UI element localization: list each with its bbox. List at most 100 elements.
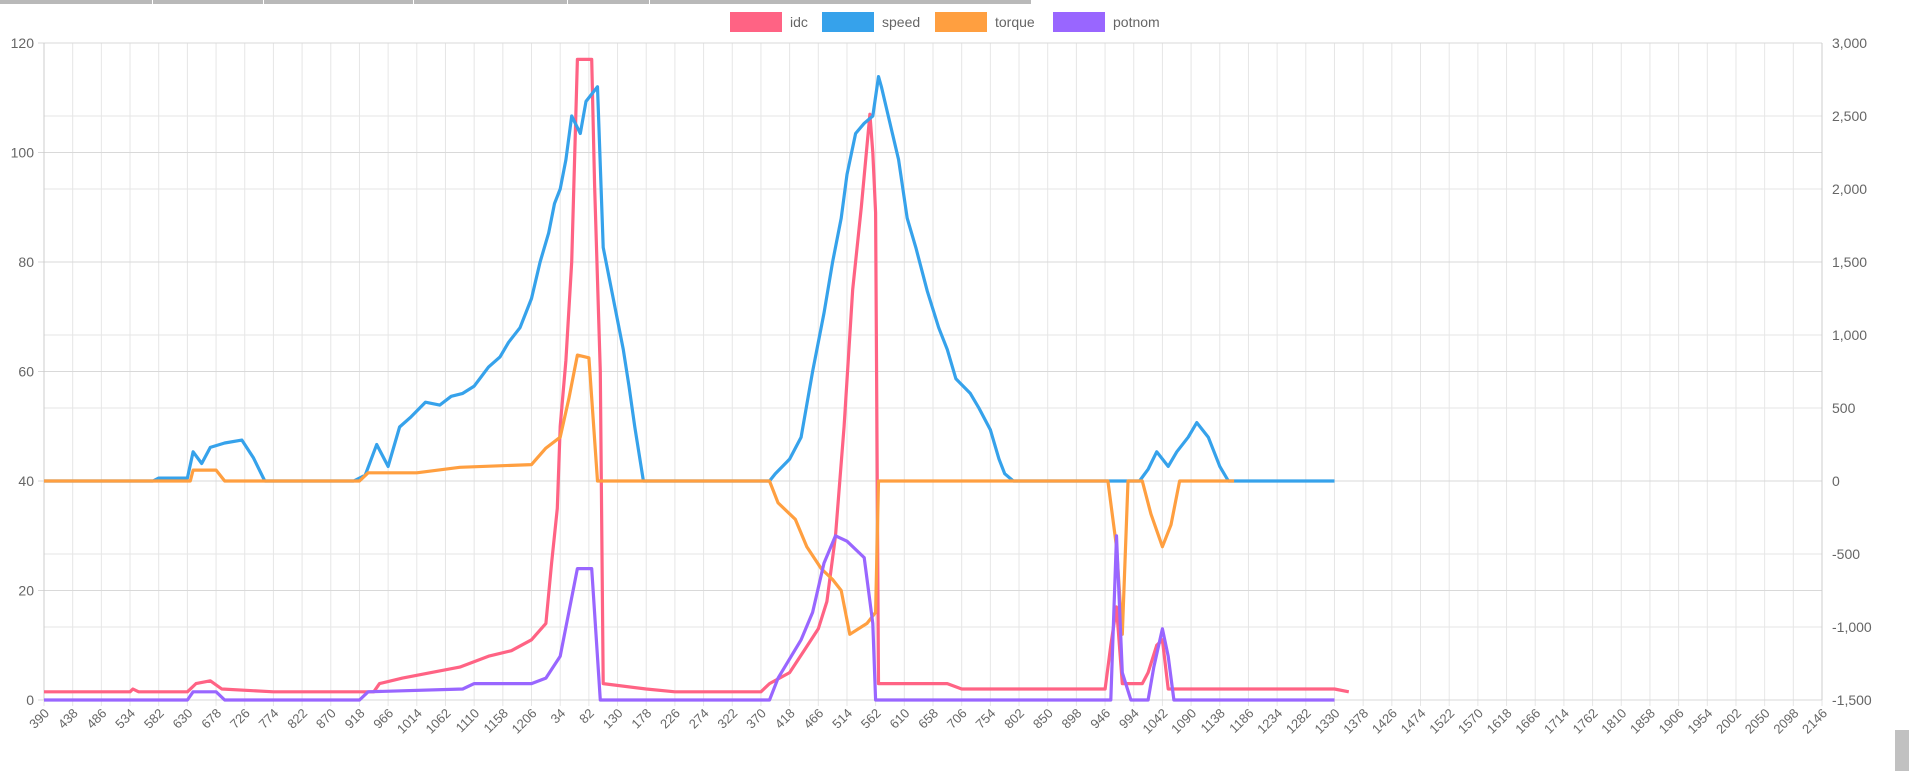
x-axis-tick-label: 658 xyxy=(915,706,941,732)
right-axis-tick-label: 0 xyxy=(1832,473,1840,489)
x-axis-tick-label: 370 xyxy=(743,706,769,732)
x-axis-tick-label: 1330 xyxy=(1312,706,1343,737)
x-axis-tick-label: 1714 xyxy=(1541,706,1572,737)
x-axis-tick-label: 754 xyxy=(973,706,999,732)
x-axis-tick-label: 466 xyxy=(800,706,826,732)
x-axis-tick-label: 1158 xyxy=(481,706,511,736)
right-axis-tick-label: -1,500 xyxy=(1832,692,1872,708)
legend-label-speed: speed xyxy=(882,14,920,30)
x-axis-tick-label: 1234 xyxy=(1254,706,1285,737)
x-axis-tick-label: 178 xyxy=(628,706,654,732)
x-axis-tick-label: 1014 xyxy=(394,706,425,737)
x-axis-tick-label: 994 xyxy=(1116,706,1142,732)
top-tab-segment[interactable] xyxy=(649,0,1031,4)
x-axis-tick-label: 1186 xyxy=(1226,706,1256,736)
top-tab-segment[interactable] xyxy=(413,0,568,4)
x-axis-tick-label: 1906 xyxy=(1656,706,1687,737)
x-axis-tick-label: 1666 xyxy=(1512,706,1543,737)
legend-swatch-potnom xyxy=(1053,12,1105,32)
right-axis-tick-label: 500 xyxy=(1832,400,1856,416)
series-line-idc xyxy=(44,57,1350,694)
x-axis-tick-label: 1042 xyxy=(1139,706,1170,737)
x-axis-tick-label: 966 xyxy=(370,706,396,732)
vertical-scrollbar-thumb[interactable] xyxy=(1895,730,1909,771)
x-axis-tick-label: 918 xyxy=(342,706,368,732)
x-axis-tick-label: 2002 xyxy=(1713,706,1744,737)
x-axis-tick-label: 34 xyxy=(547,706,568,727)
x-axis-tick-label: 2146 xyxy=(1799,706,1830,737)
x-axis-tick-label: 946 xyxy=(1087,706,1113,732)
x-axis-tick-label: 1810 xyxy=(1598,706,1629,737)
top-tab-strip xyxy=(0,0,1031,4)
x-axis-tick-label: 274 xyxy=(686,706,712,732)
top-tab-segment[interactable] xyxy=(152,0,264,4)
right-axis-tick-label: 1,000 xyxy=(1832,327,1867,343)
x-axis-tick-label: 1090 xyxy=(1168,706,1199,737)
x-axis-tick-label: 2050 xyxy=(1742,706,1773,737)
x-axis-tick-label: 486 xyxy=(84,706,110,732)
x-axis-tick-label: 610 xyxy=(886,706,912,732)
x-axis-tick-label: 514 xyxy=(829,706,855,732)
x-axis-tick-label: 706 xyxy=(944,706,970,732)
x-axis-tick-label: 850 xyxy=(1030,706,1056,732)
left-axis-tick-label: 40 xyxy=(18,473,34,489)
left-axis-tick-label: 120 xyxy=(11,35,35,51)
top-tab-segment[interactable] xyxy=(567,0,650,4)
x-axis-tick-label: 1570 xyxy=(1455,706,1486,737)
x-axis-tick-label: 418 xyxy=(772,706,798,732)
legend-label-torque: torque xyxy=(995,14,1035,30)
x-axis-tick-label: 1138 xyxy=(1198,706,1228,736)
left-axis-tick-label: 0 xyxy=(26,692,34,708)
x-axis-tick-label: 1954 xyxy=(1684,706,1715,737)
x-axis-tick-label: 678 xyxy=(198,706,224,732)
legend-label-potnom: potnom xyxy=(1113,14,1160,30)
series-lines xyxy=(44,57,1350,702)
x-axis-tick-label: 82 xyxy=(576,706,597,727)
x-axis-tick-label: 322 xyxy=(714,706,740,732)
x-axis-tick-label: 1618 xyxy=(1484,706,1515,737)
x-axis-tick-label: 802 xyxy=(1001,706,1027,732)
x-axis-tick-label: 1522 xyxy=(1426,706,1457,737)
x-axis-tick-label: 130 xyxy=(600,706,626,732)
x-axis-tick-label: 774 xyxy=(256,706,282,732)
x-axis-tick-label: 438 xyxy=(55,706,81,732)
chart-legend: idc speed torque potnom xyxy=(730,12,1160,32)
x-axis-tick-label: 1378 xyxy=(1340,706,1371,737)
vertical-scrollbar-track[interactable] xyxy=(1895,0,1909,771)
x-axis-tick-label: 1426 xyxy=(1369,706,1400,737)
right-axis-tick-label: 1,500 xyxy=(1832,254,1867,270)
x-axis-tick-label: 898 xyxy=(1059,706,1085,732)
x-axis-tick-label: 726 xyxy=(227,706,253,732)
x-axis-tick-label: 582 xyxy=(141,706,167,732)
chart-grid xyxy=(38,42,1823,706)
x-axis-tick-label: 1858 xyxy=(1627,706,1658,737)
x-axis-tick-label: 1110 xyxy=(453,706,483,736)
legend-swatch-speed xyxy=(822,12,874,32)
x-axis-tick-label: 822 xyxy=(284,706,310,732)
left-axis-tick-label: 80 xyxy=(18,254,34,270)
x-axis-tick-label: 2098 xyxy=(1770,706,1801,737)
series-line-torque xyxy=(44,353,1235,636)
legend-swatch-idc xyxy=(730,12,782,32)
x-axis-tick-label: 562 xyxy=(858,706,884,732)
x-axis-tick-label: 1206 xyxy=(509,706,540,737)
x-axis-tick-label: 390 xyxy=(26,706,52,732)
top-tab-segment[interactable] xyxy=(263,0,414,4)
top-tab-segment[interactable] xyxy=(0,0,152,4)
right-axis-tick-label: 2,500 xyxy=(1832,108,1867,124)
x-axis-tick-label: 1062 xyxy=(423,706,454,737)
series-line-speed xyxy=(44,75,1335,483)
x-axis-tick-label: 1762 xyxy=(1570,706,1601,737)
x-axis-tick-label: 534 xyxy=(112,706,138,732)
x-axis-tick-label: 630 xyxy=(170,706,196,732)
right-axis-tick-label: 3,000 xyxy=(1832,35,1867,51)
x-axis-tick-label: 870 xyxy=(313,706,339,732)
left-axis-tick-label: 20 xyxy=(18,583,34,599)
legend-label-idc: idc xyxy=(790,14,808,30)
left-axis-tick-label: 60 xyxy=(18,364,34,380)
right-axis-tick-label: -500 xyxy=(1832,546,1860,562)
series-line-potnom xyxy=(44,534,1335,702)
right-axis-tick-label: 2,000 xyxy=(1832,181,1867,197)
legend-swatch-torque xyxy=(935,12,987,32)
right-axis-tick-label: -1,000 xyxy=(1832,619,1872,635)
